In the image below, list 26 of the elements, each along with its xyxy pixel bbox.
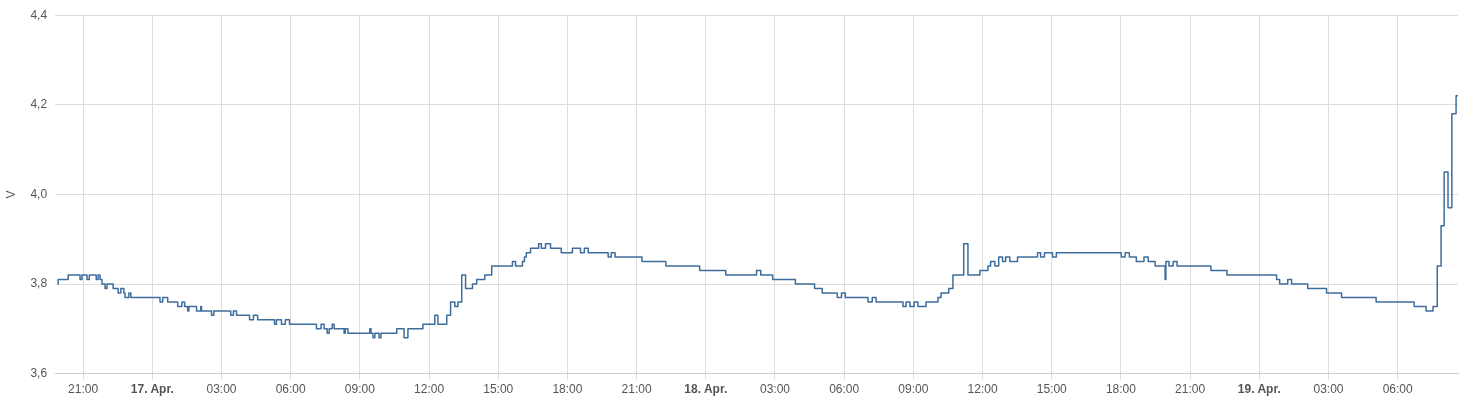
x-tick-label: 17. Apr. [130,382,174,397]
x-tick-label: 21:00 [68,382,99,397]
x-tick-label: 15:00 [1036,382,1068,397]
x-tick-label: 18:00 [552,382,583,397]
y-tick-label: 4,4 [30,7,48,22]
x-tick-label: 06:00 [275,382,307,397]
x-tick-label: 09:00 [344,382,376,397]
x-tick-label: 03:00 [759,382,791,397]
x-tick-label: 21:00 [621,382,652,397]
x-tick-label: 12:00 [967,382,998,397]
y-tick-label: 4,2 [30,97,48,112]
x-tick-label: 03:00 [206,382,237,397]
x-tick-label: 06:00 [829,382,860,397]
x-tick-label: 18. Apr. [684,382,728,397]
x-tick-label: 19. Apr. [1237,382,1281,397]
y-tick-label: 3,8 [30,276,48,291]
x-tick-label: 06:00 [1382,382,1413,397]
x-tick-label: 09:00 [898,382,929,397]
x-tick-label: 21:00 [1175,382,1206,397]
y-tick-label: 3,6 [30,365,48,380]
y-axis-title: V [3,190,18,199]
x-tick-label: 03:00 [1313,382,1344,397]
x-tick-label: 12:00 [414,382,445,397]
x-tick-label: 18:00 [1105,382,1137,397]
x-tick-label: 15:00 [483,382,514,397]
y-tick-label: 4,0 [30,186,48,201]
